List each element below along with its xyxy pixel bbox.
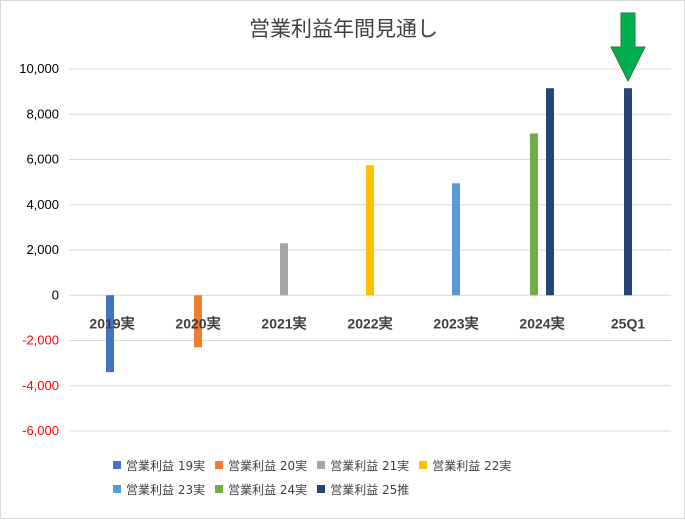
legend-label: 営業利益 22実 [432,458,512,473]
legend-swatch [317,461,326,469]
x-category-label: 2019実 [89,315,134,331]
legend-label: 営業利益 20実 [228,458,308,473]
bar-2019実 [106,295,114,373]
y-tick-label: -2,000 [22,333,59,348]
legend-item: 営業利益 25推 [317,481,409,498]
x-category-label: 2021実 [261,315,306,331]
bar-2022実 [366,165,374,296]
y-tick-label: 2,000 [26,242,59,257]
y-tick-label: 10,000 [19,61,59,76]
legend-item: 営業利益 19実 [113,457,205,474]
chart-title: 営業利益年間見通し [249,17,438,41]
legend-item: 営業利益 23実 [113,481,205,498]
down-arrow-icon [610,12,646,83]
legend-swatch [113,461,121,469]
bar-2020実 [194,295,202,348]
x-category-label: 2023実 [433,315,478,331]
x-category-label: 2022実 [347,315,392,331]
y-tick-label: 4,000 [26,197,59,212]
legend-label: 営業利益 21実 [330,458,410,473]
legend-label: 営業利益 25推 [330,482,410,497]
legend-swatch [317,485,326,493]
bar-25Q1 [624,88,632,296]
legend-item: 営業利益 21実 [317,457,409,474]
y-tick-label: -4,000 [22,378,59,393]
y-tick-label: 0 [52,287,59,302]
legend-label: 営業利益 19実 [126,458,206,473]
legend-item: 営業利益 22実 [419,457,511,474]
legend-label: 営業利益 24実 [228,482,308,497]
y-tick-label: 6,000 [26,152,59,167]
x-category-label: 25Q1 [611,315,645,331]
legend-swatch [419,461,428,469]
x-category-label: 2020実 [175,315,220,331]
legend-item: 営業利益 20実 [215,457,307,474]
legend-row: 営業利益 19実 営業利益 20実 営業利益 21実 営業利益 22実 [113,453,593,477]
bar-2024実 [530,133,538,296]
x-category-label: 2024実 [519,315,564,331]
legend-swatch [215,461,224,469]
bar-2024実 [546,88,554,296]
y-tick-label: -6,000 [22,423,59,438]
legend-item: 営業利益 24実 [215,481,307,498]
legend-row: 営業利益 23実 営業利益 24実 営業利益 25推 [113,477,593,501]
bar-2023実 [452,183,460,296]
legend-swatch [215,485,224,493]
y-tick-label: 8,000 [26,106,59,121]
legend-label: 営業利益 23実 [126,482,206,497]
legend-swatch [113,485,121,493]
bar-2021実 [280,243,288,296]
chart-legend: 営業利益 19実 営業利益 20実 営業利益 21実 営業利益 22実営業利益 23実… [113,453,593,501]
